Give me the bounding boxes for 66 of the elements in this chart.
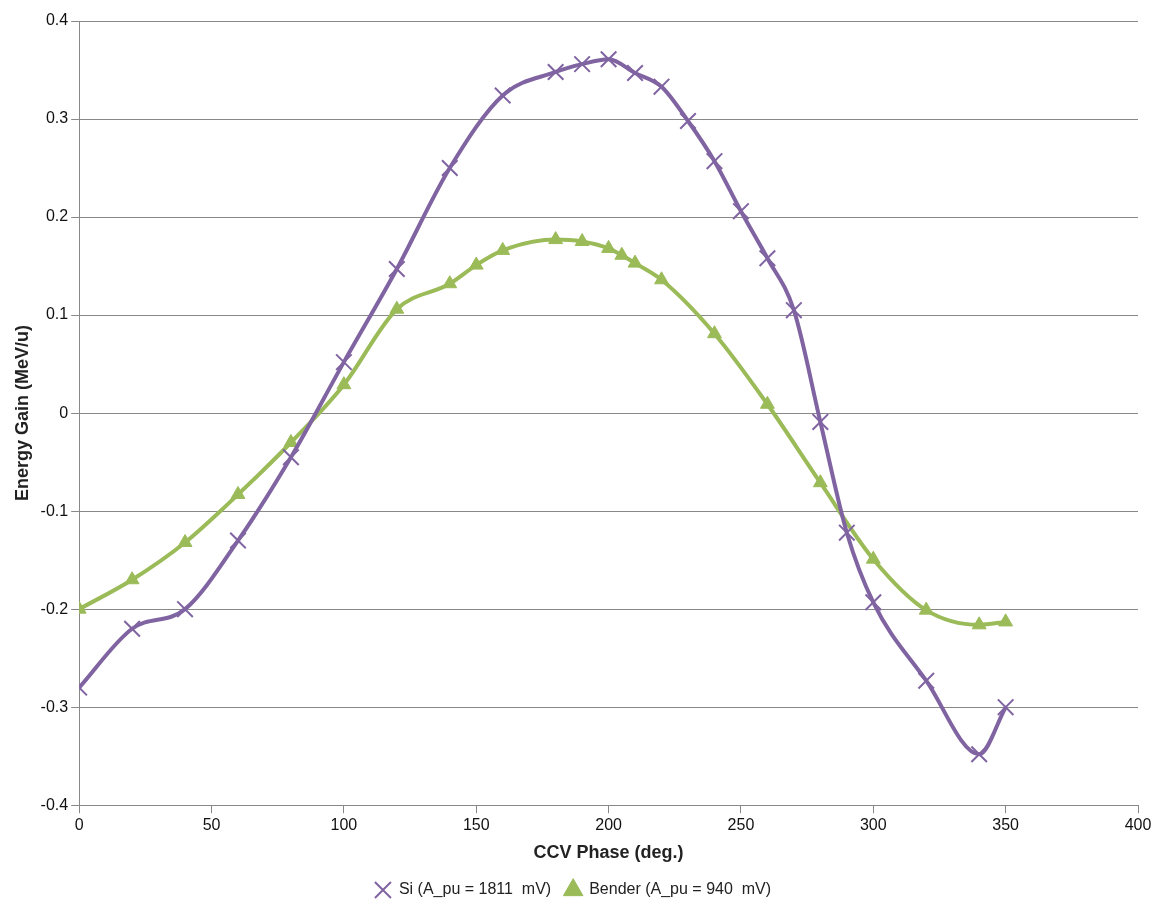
x-tick-label: 0 — [74, 816, 84, 834]
point — [652, 77, 671, 96]
point — [442, 275, 458, 289]
x-tick-label: 350 — [992, 816, 1020, 834]
point — [230, 485, 246, 499]
point — [614, 246, 630, 260]
point — [283, 434, 299, 448]
y-tick-label: 0 — [59, 403, 69, 421]
point — [971, 616, 987, 630]
point — [759, 395, 775, 409]
y-tick-label: -0.2 — [40, 599, 69, 617]
point — [468, 256, 484, 270]
y-tick-label: -0.3 — [40, 697, 69, 715]
x-tick-label: 400 — [1124, 816, 1152, 834]
point — [335, 353, 353, 371]
y-tick-label: 0.4 — [45, 11, 69, 29]
point — [758, 249, 777, 267]
point — [838, 523, 856, 542]
y-tick-label: -0.4 — [40, 795, 69, 813]
point — [229, 531, 247, 550]
point — [574, 233, 590, 247]
point — [811, 413, 830, 431]
point — [918, 601, 934, 615]
point — [785, 301, 803, 319]
x-tick-label: 250 — [727, 816, 755, 834]
x-tick-label: 300 — [859, 816, 887, 834]
x-tick-label: 50 — [202, 816, 221, 834]
y-tick-label: -0.1 — [40, 501, 69, 519]
y-tick-label: 0.2 — [45, 207, 69, 225]
point — [599, 50, 618, 69]
point — [548, 231, 564, 245]
point — [573, 55, 591, 73]
x-axis-title: CCV Phase (deg.) — [533, 842, 684, 863]
y-tick-label: 0.1 — [45, 305, 69, 323]
point — [177, 533, 193, 547]
point — [679, 112, 697, 130]
legend-label: Si (A_pu = 1811 mV) — [398, 880, 552, 899]
point — [996, 698, 1015, 716]
x-tick-label: 150 — [462, 816, 490, 834]
point — [812, 474, 828, 488]
point — [282, 448, 300, 466]
point — [124, 571, 140, 585]
point — [176, 600, 194, 618]
point — [389, 300, 405, 314]
point — [654, 271, 669, 285]
point — [440, 159, 459, 177]
point — [336, 376, 352, 390]
point — [495, 241, 511, 255]
point — [546, 63, 565, 81]
point — [388, 260, 406, 278]
point — [123, 619, 141, 638]
point — [970, 745, 988, 764]
y-axis-title: Energy Gain (MeV/u) — [11, 325, 32, 502]
point — [705, 152, 724, 170]
x-tick-label: 200 — [595, 816, 623, 834]
point — [917, 671, 936, 690]
point — [627, 254, 643, 268]
legend-label: Bender (A_pu = 940 mV) — [589, 880, 772, 899]
point — [865, 550, 881, 564]
point — [707, 325, 722, 339]
point — [732, 202, 750, 220]
x-tick-label: 100 — [330, 816, 358, 834]
y-tick-label: 0.3 — [45, 109, 69, 127]
point — [998, 613, 1014, 627]
point — [864, 593, 883, 612]
point — [626, 64, 644, 82]
